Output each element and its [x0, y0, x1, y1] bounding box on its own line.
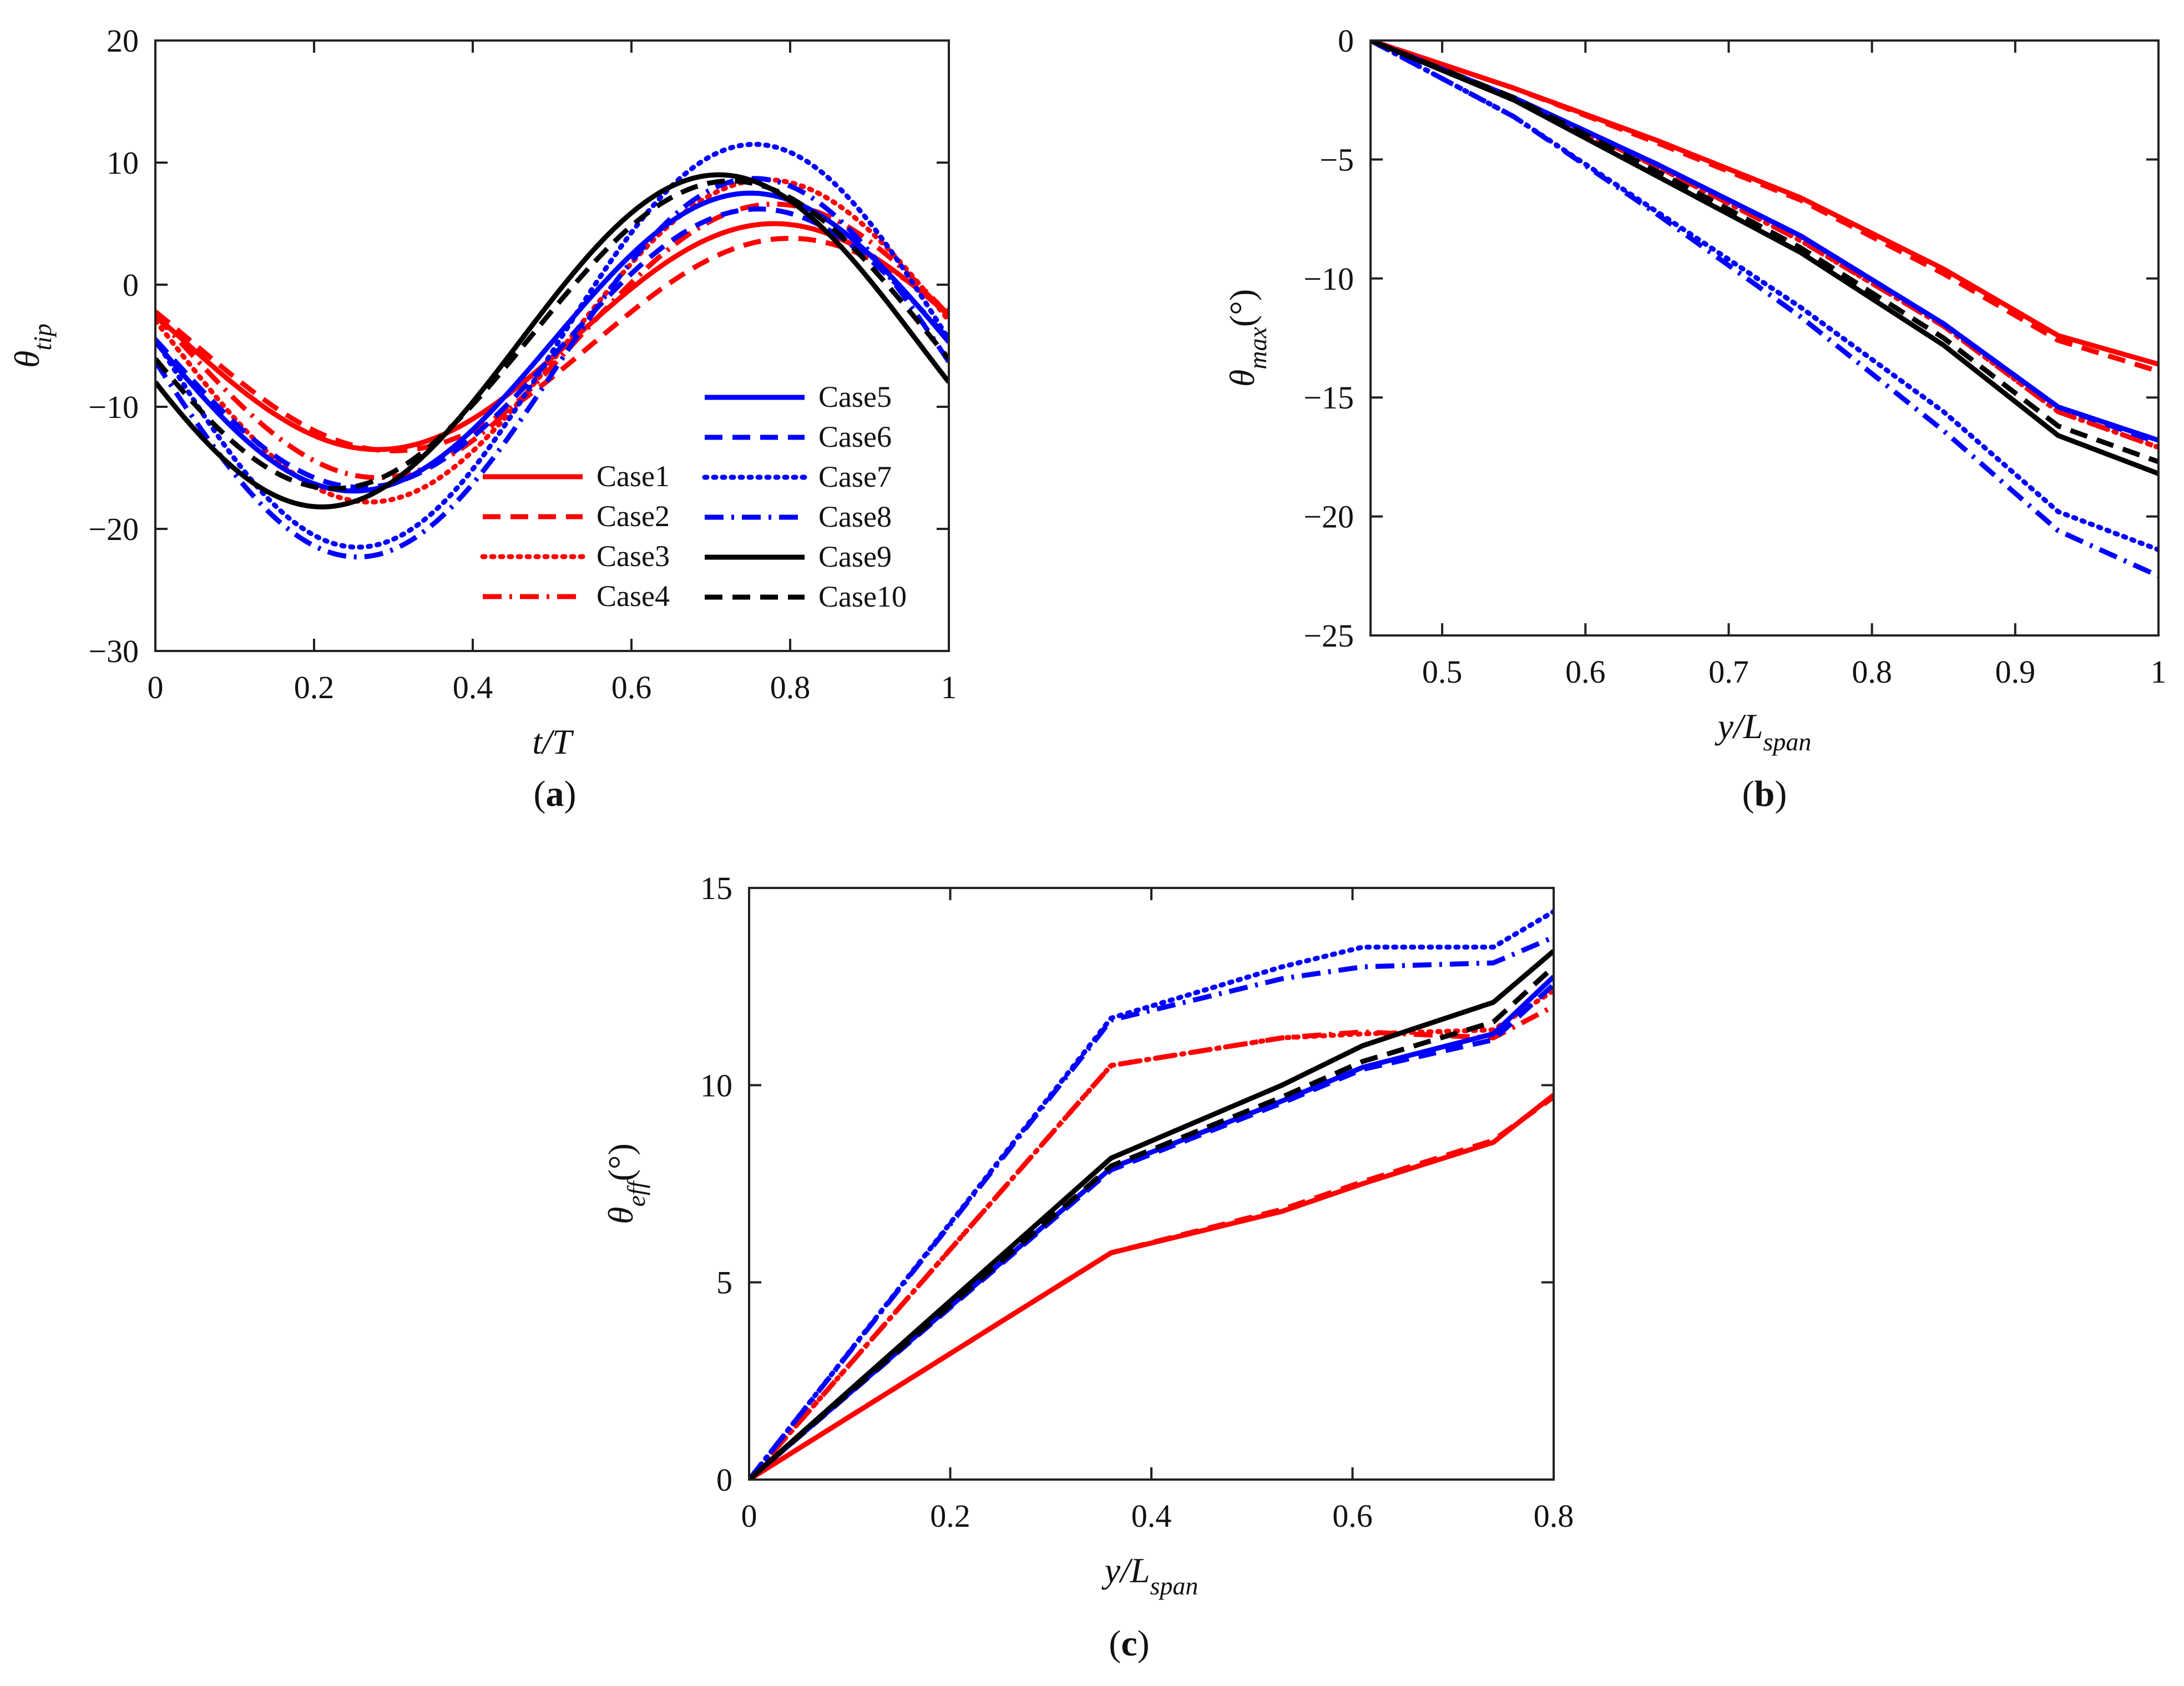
series-line-case8: [155, 176, 949, 560]
series-line-case7: [749, 909, 1554, 1480]
y-tick-label: −10: [88, 389, 139, 425]
x-tick-label: 0: [148, 669, 164, 705]
x-tick-label: 0.9: [1995, 654, 2036, 690]
y-tick-label: −25: [1303, 618, 1354, 654]
y-tick-label: 0: [123, 267, 139, 303]
y-axis-label: θtip: [7, 324, 57, 368]
y-tick-label: 10: [700, 1067, 732, 1103]
x-tick-label: 0.8: [770, 669, 811, 705]
x-tick-label: 1: [941, 669, 957, 705]
series-line-case5: [1371, 41, 2158, 443]
plot-frame: [1369, 39, 2160, 637]
panel-label-c: (c): [1109, 1623, 1149, 1664]
y-tick-label: 0: [716, 1462, 732, 1498]
y-tick-label: −20: [1303, 499, 1354, 535]
legend-label-case1: Case1: [596, 460, 670, 493]
x-axis-label-sub: span: [1150, 1572, 1198, 1600]
x-tick-label: 0.8: [1534, 1498, 1574, 1534]
series-line-case1: [155, 221, 949, 452]
series-group: [749, 909, 1554, 1480]
y-axis-label-sub: eff: [622, 1178, 650, 1207]
x-tick-label: 0.5: [1422, 654, 1463, 690]
y-tick-label: −30: [88, 633, 139, 669]
x-axis-label: y/Lspan: [1101, 1551, 1199, 1600]
x-tick-label: 0: [741, 1498, 757, 1534]
y-axis-label: θeff(°): [601, 1143, 650, 1224]
y-axis-label: θmax(°): [1222, 289, 1272, 387]
legend-label-case10: Case10: [818, 580, 907, 613]
series-line-case10: [155, 178, 949, 491]
x-tick-label: 1: [2151, 654, 2167, 690]
x-tick-label: 0.2: [294, 669, 335, 705]
y-tick-label: 20: [107, 23, 139, 59]
series-line-case8: [749, 935, 1554, 1480]
y-tick-label: −20: [88, 511, 139, 547]
legend-label-case7: Case7: [818, 460, 892, 493]
y-tick-label: 15: [700, 870, 732, 906]
y-tick-label: −5: [1320, 142, 1354, 178]
x-tick-label: 0.4: [453, 669, 493, 705]
series-line-case9: [155, 172, 949, 509]
y-tick-label: 5: [716, 1265, 732, 1301]
legend: Case1 Case2 Case3 Case4 Case5 Case6 Case7 Case8…: [480, 380, 907, 613]
x-tick-label: 0.7: [1708, 654, 1749, 690]
y-axis-label-sub: max: [1243, 326, 1272, 369]
x-tick-label: 0.4: [1131, 1498, 1172, 1534]
legend-label-case5: Case5: [818, 380, 892, 413]
x-tick-label: 0.8: [1852, 654, 1892, 690]
panel-label-b: (b): [1742, 774, 1787, 814]
x-tick-label: 0.6: [1565, 654, 1606, 690]
x-axis-label-sub: span: [1763, 728, 1811, 756]
plot-frame: [154, 39, 950, 652]
panel-label-a: (a): [534, 774, 577, 814]
y-tick-label: −15: [1303, 380, 1354, 416]
series-line-case10: [749, 965, 1554, 1480]
y-tick-label: 10: [107, 145, 139, 181]
legend-label-case2: Case2: [596, 499, 670, 533]
series-line-case3: [749, 988, 1554, 1480]
legend-label-case3: Case3: [596, 539, 670, 573]
y-axis-label-sub: tip: [28, 324, 57, 351]
y-axis-label-unit: (°): [1222, 289, 1262, 327]
legend-label-case6: Case6: [818, 420, 892, 453]
panel-a: 0 0.2 0.4 0.6 0.8 1 −30 −20 −10 0 10 20 t/T θtip (a) Ca…: [7, 23, 957, 814]
series-line-case8: [1371, 41, 2158, 578]
series-line-case2: [749, 1095, 1554, 1480]
series-line-case7: [1371, 41, 2158, 553]
panel-c: 0 0.2 0.4 0.6 0.8 0 5 10 15 y/Lspan θeff(°) (c): [601, 870, 1574, 1664]
x-tick-label: 0.6: [1332, 1498, 1373, 1534]
x-axis-label: y/Lspan: [1715, 706, 1812, 756]
plot-frame: [748, 887, 1555, 1481]
series-line-case7: [155, 142, 949, 550]
legend-label-case4: Case4: [596, 579, 670, 613]
series-line-case9: [749, 949, 1554, 1480]
x-tick-label: 0.2: [930, 1498, 970, 1534]
x-tick-label: 0.6: [611, 669, 652, 705]
panel-b: 0.5 0.6 0.7 0.8 0.9 1 −25 −20 −15 −10 −5 0 y/Lspan θm…: [1222, 23, 2167, 814]
series-group: [155, 142, 949, 560]
legend-label-case8: Case8: [818, 500, 892, 533]
y-axis-label-unit: (°): [601, 1143, 640, 1181]
series-line-case2: [1371, 41, 2158, 374]
series-group: [1371, 41, 2158, 578]
y-tick-label: 0: [1338, 23, 1354, 59]
legend-label-case9: Case9: [818, 540, 892, 573]
x-axis-label: t/T: [532, 722, 574, 761]
y-tick-label: −10: [1303, 261, 1354, 297]
series-line-case10: [1371, 41, 2158, 465]
